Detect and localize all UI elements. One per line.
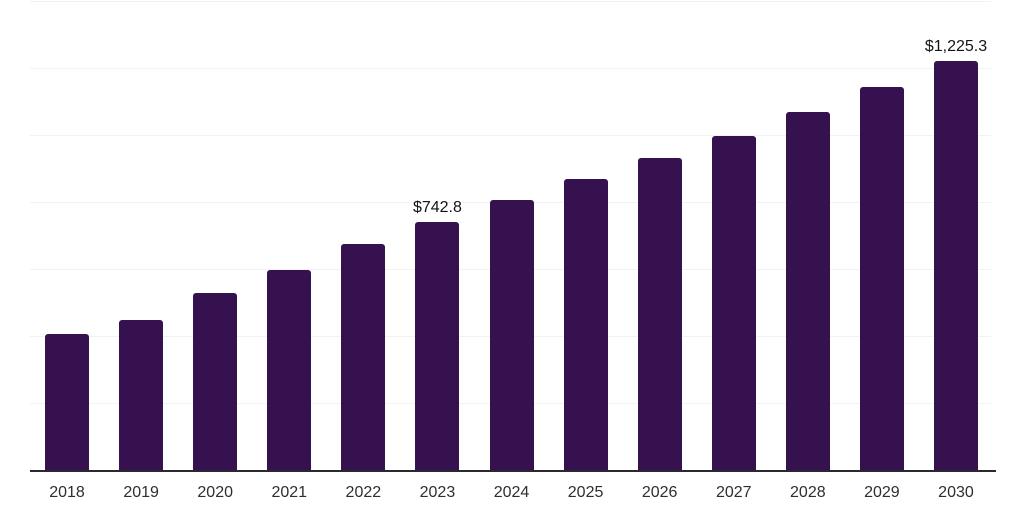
bar-2027 (711, 136, 756, 471)
bar-2021 (267, 269, 312, 471)
bar-slot-2026 (623, 2, 697, 471)
bar-slot-2022 (326, 2, 400, 471)
x-tick-label-2022: 2022 (345, 484, 382, 501)
gridline-1000 (30, 135, 991, 136)
bar-2020 (193, 293, 238, 471)
x-tick-label-2029: 2029 (864, 484, 900, 501)
bar-2026 (637, 157, 682, 471)
gridline-1200 (30, 68, 991, 69)
x-tick-label-2020: 2020 (197, 484, 233, 501)
bar-2022 (341, 244, 386, 471)
x-tick-label-2021: 2021 (271, 484, 308, 501)
x-axis-labels: 2018 2019 2020 2021 2022 2023 2024 2025 2026 2027… (30, 484, 993, 502)
bar-2024 (489, 200, 534, 471)
bar-slot-2018 (30, 2, 104, 471)
plot-area: $742.8 $1,225.3 (30, 1, 996, 472)
bar-2019 (119, 319, 164, 471)
x-tick-label-2023: 2023 (419, 484, 456, 501)
bar-2018 (45, 333, 90, 471)
x-tick-label-2027: 2027 (715, 484, 752, 501)
bar-slot-2024 (474, 2, 548, 471)
bar-slot-2030: $1,225.3 (919, 2, 993, 471)
bar-2028 (785, 111, 830, 471)
gridline-1400 (30, 1, 991, 2)
bar-slot-2027 (697, 2, 771, 471)
x-tick-label-2026: 2026 (641, 484, 678, 501)
x-tick-label-2018: 2018 (49, 484, 85, 501)
bar-slot-2023: $742.8 (400, 2, 474, 471)
bar-slot-2019 (104, 2, 178, 471)
bar-slot-2020 (178, 2, 252, 471)
x-tick-label-2030: 2030 (938, 484, 974, 501)
x-tick-label-2025: 2025 (567, 484, 604, 501)
bar-slot-2028 (771, 2, 845, 471)
x-tick-label-2019: 2019 (123, 484, 159, 501)
bar-slot-2029 (845, 2, 919, 471)
x-tick-label-2028: 2028 (790, 484, 826, 501)
bar-2029 (859, 86, 904, 471)
bars-layer: $742.8 $1,225.3 (30, 2, 993, 471)
x-tick-label-2024: 2024 (493, 484, 530, 501)
bar-value-label-2023: $742.8 (412, 199, 462, 217)
bar-slot-2025 (549, 2, 623, 471)
bar-2025 (563, 178, 608, 471)
x-axis-line (30, 470, 996, 472)
bar-2023 (415, 222, 460, 471)
bar-value-label-2030: $1,225.3 (924, 37, 988, 55)
bar-2030 (933, 60, 978, 471)
bar-slot-2021 (252, 2, 326, 471)
